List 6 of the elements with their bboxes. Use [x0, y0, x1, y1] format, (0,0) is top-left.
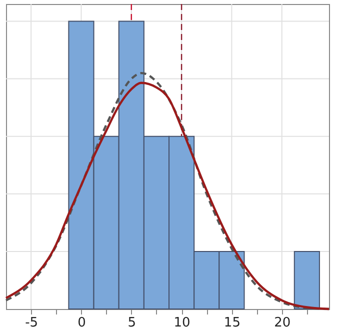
x-tick-label: 5 — [128, 316, 136, 330]
x-tick-label: 20 — [274, 316, 291, 330]
x-tick-label: 15 — [224, 316, 240, 330]
x-tick-label: 10 — [174, 316, 190, 330]
x-tick-label: -5 — [25, 316, 38, 330]
x-tick-label: 0 — [78, 316, 86, 330]
